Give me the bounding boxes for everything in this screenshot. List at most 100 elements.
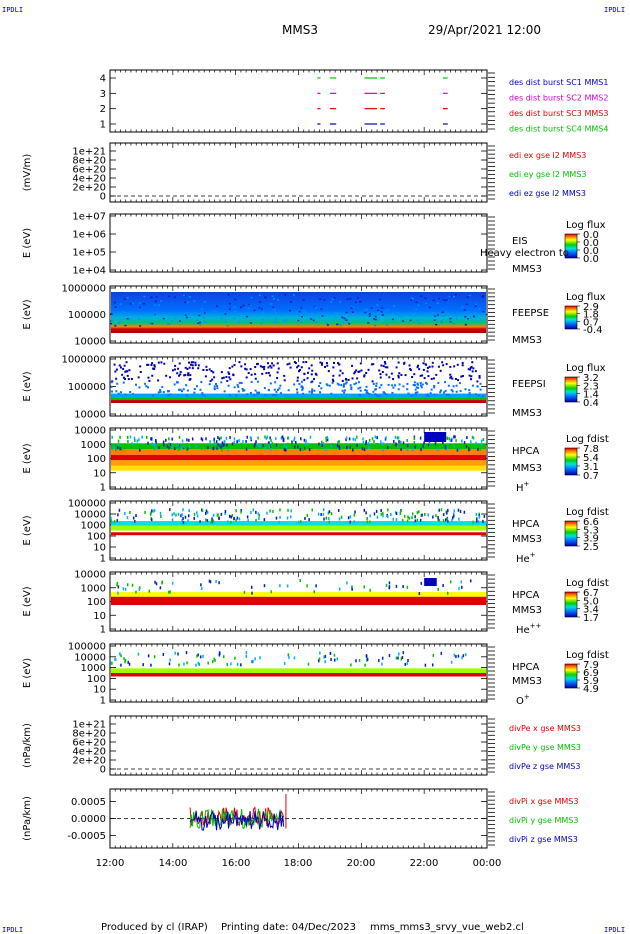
spectrogram-pixel (400, 373, 403, 376)
spectrogram-pixel (132, 516, 135, 520)
spectrogram-pixel (341, 389, 344, 392)
spectrogram-pixel (167, 590, 170, 594)
spectrogram-pixel (259, 444, 261, 448)
spectrogram-pixel (319, 361, 322, 364)
spectrogram-pixel (202, 654, 204, 658)
spectrogram-pixel (431, 365, 434, 368)
panel-frame (109, 715, 488, 776)
spectrogram-pixel (476, 517, 478, 521)
spectrogram-pixel (129, 302, 132, 305)
spectrogram-pixel (446, 517, 449, 521)
y-tick-label: 100 (87, 674, 106, 685)
spectrogram-pixel (191, 364, 194, 367)
spectrogram-pixel (450, 660, 453, 664)
spectrogram-pixel (129, 511, 131, 515)
spectrogram-pixel (462, 654, 465, 658)
spectrogram-pixel (363, 374, 366, 377)
spectrogram-pixel (134, 439, 136, 443)
spectrogram-pixel (429, 392, 432, 395)
spectrogram-pixel (182, 388, 185, 391)
y-axis-label: (nPa/km) (22, 796, 33, 841)
spectrogram-pixel (420, 447, 422, 451)
spectrogram-pixel (461, 439, 463, 443)
y-tick-label: 1000000 (61, 284, 106, 295)
spectrogram-pixel (415, 308, 418, 311)
spectrogram-pixel (406, 661, 408, 665)
spectrogram-pixel (413, 437, 416, 441)
spectrogram-pixel (363, 508, 366, 512)
spectrogram-pixel (262, 444, 264, 448)
spectrogram-pixel (213, 437, 215, 441)
colorbar-label: 0.7 (583, 471, 599, 482)
spectrogram-band (111, 592, 486, 597)
spectrogram-pixel (221, 448, 223, 452)
spectrogram-pixel (183, 662, 185, 666)
spectrogram-pixel (478, 376, 481, 379)
spectrogram-pixel (117, 591, 119, 595)
species-label: He++ (516, 622, 542, 636)
spectrogram-pixel (199, 655, 202, 659)
spectrogram-pixel (457, 654, 460, 658)
spectrogram-pixel (122, 376, 125, 379)
spectrogram-pixel (288, 309, 291, 312)
spectrogram-pixel (148, 379, 151, 382)
spectrogram-pixel (471, 361, 474, 364)
spectrogram-pixel (115, 448, 117, 452)
spectrogram-pixel (213, 310, 216, 312)
spectrogram-pixel (211, 378, 214, 381)
spectrogram-pixel (220, 381, 223, 384)
y-tick-label: 10000 (74, 510, 106, 521)
spectrogram-pixel (407, 515, 409, 519)
spectrogram-pixel (216, 384, 219, 387)
spectrogram-pixel (445, 393, 448, 396)
spectrogram-pixel (366, 657, 369, 661)
spectrogram-pixel (439, 389, 442, 392)
colorbar (564, 663, 578, 689)
spectrogram-pixel (475, 512, 478, 516)
spectrogram-pixel (208, 383, 211, 386)
spectrogram-pixel (226, 324, 229, 327)
spectrogram-pixel (357, 297, 360, 299)
spectrogram-pixel (302, 361, 305, 364)
spectrogram-pixel (159, 390, 162, 393)
spectrogram-pixel (477, 520, 480, 524)
spectrogram-pixel (205, 509, 208, 513)
spectrogram-pixel (437, 381, 440, 384)
spectrogram-pixel (458, 517, 460, 521)
colorbar-label: 4.9 (583, 684, 599, 695)
spectrogram-pixel (385, 583, 388, 587)
spectrogram-pixel (382, 365, 385, 368)
spectrogram-pixel (258, 301, 261, 303)
spectrogram-pixel (263, 584, 266, 588)
spectrogram-pixel (273, 388, 276, 391)
spectrogram-pixel (142, 663, 144, 667)
spectrogram-pixel (162, 440, 165, 444)
colorbar-label: 5.0 (583, 596, 599, 607)
spectrogram-pixel (230, 515, 233, 519)
spectrogram-pixel (116, 519, 119, 523)
spectrogram-pixel (394, 435, 397, 439)
spectrogram-pixel (126, 370, 129, 373)
spectrogram-pixel (415, 386, 418, 389)
spectrogram-pixel (203, 320, 206, 323)
y-tick-label: 4e+20 (72, 747, 106, 758)
spectrogram-band (111, 393, 486, 398)
spectrogram-pixel (210, 370, 213, 373)
spectrogram-pixel (406, 444, 409, 448)
spectrogram-pixel (277, 299, 280, 301)
spacecraft-label: MMS3 (512, 264, 542, 275)
spectrogram-pixel (448, 295, 451, 298)
spectrogram-pixel (373, 440, 375, 444)
spectrogram-pixel (362, 437, 364, 441)
spectrogram-pixel (233, 386, 236, 389)
spectrogram-band (111, 460, 486, 466)
spectrogram-pixel (150, 518, 153, 522)
plot-date: 29/Apr/2021 12:00 (428, 23, 541, 37)
instrument-label: EIS (512, 236, 528, 247)
spectrogram-pixel (131, 302, 134, 305)
spectrogram-pixel (320, 363, 323, 366)
spectrogram-pixel (306, 514, 309, 518)
spectrogram-pixel (417, 364, 420, 367)
time-tick-label: 16:00 (222, 858, 251, 869)
spectrogram-pixel (252, 508, 254, 512)
